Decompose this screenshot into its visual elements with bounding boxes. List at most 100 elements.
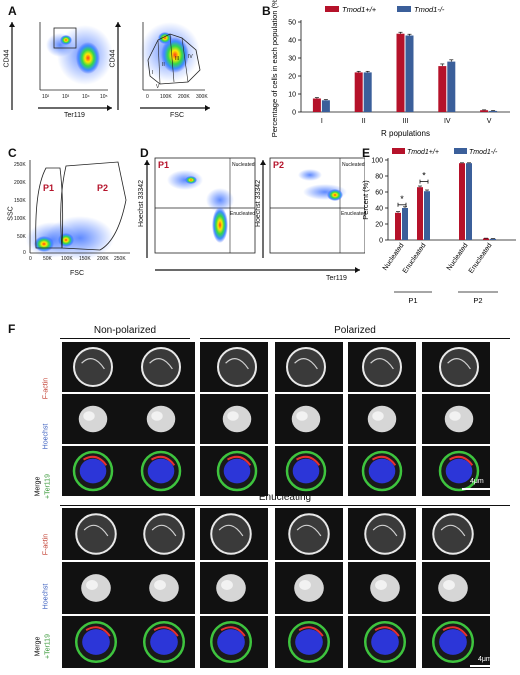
merge-actin (151, 455, 176, 466)
panel-label-f: F (8, 322, 16, 336)
b-bar (447, 61, 456, 112)
panel-a-gate-iii: III (175, 56, 180, 62)
b-bar (480, 110, 489, 112)
panel-c-ytick-4: 200K (14, 180, 26, 186)
panel-a-gate-iv: IV (188, 54, 193, 60)
merge-actin (220, 626, 246, 637)
group-line-enucleating (60, 505, 510, 506)
e-category-label: Nucleated (382, 242, 406, 272)
nucleus-highlight (443, 580, 455, 590)
merge-actin (83, 455, 108, 466)
e-legend-swatch (454, 148, 467, 154)
hoechst-image (62, 562, 130, 614)
merge-nucleus (223, 458, 251, 484)
nucleus-highlight (221, 580, 233, 590)
b-ytick-label: 40 (288, 38, 296, 45)
b-bar (312, 98, 321, 112)
panel-a-fsc-tick-2: 200K (178, 94, 190, 100)
factin-filament (81, 358, 105, 370)
e-legend-swatch (392, 148, 405, 154)
merge-nucleus (150, 629, 178, 655)
factin-image (348, 508, 416, 560)
group-title-nonpolarized: Non-polarized (93, 325, 157, 336)
hoechst-image (62, 394, 130, 444)
b-category-label: II (362, 118, 366, 125)
hoechst-image (275, 394, 343, 444)
scale-label-2: 4μm (478, 656, 492, 663)
factin-cell-shape (75, 513, 117, 555)
panel-a-fsc-tick-3: 300K (196, 94, 208, 100)
merge-nucleus (217, 629, 245, 655)
nucleus-highlight (83, 411, 95, 421)
nucleus-highlight (227, 411, 239, 421)
panel-a-tick-4: 10⁵ (100, 94, 108, 100)
panel-d-xlabel: Ter119 (326, 275, 347, 282)
e-sig-star: * (400, 194, 404, 204)
panel-c-xtick-2: 100K (61, 256, 73, 262)
factin-image (127, 342, 195, 392)
panel-d-plot1-q-top: Nucleated (232, 162, 255, 168)
panel-c-ytick-0: 0 (23, 250, 26, 256)
panel-c-plot (26, 160, 130, 260)
merge-image (200, 446, 268, 496)
factin-filament (149, 358, 173, 370)
factin-filament (151, 524, 177, 537)
merge-nucleus (79, 458, 107, 484)
e-legend-label: Tmod1+/+ (407, 149, 439, 156)
factin-image (422, 342, 490, 392)
e-bar (483, 238, 489, 240)
factin-image (275, 342, 343, 392)
factin-cell-shape (210, 513, 252, 555)
panel-a-fsc-tick-1: 100K (160, 94, 172, 100)
factin-filament (294, 358, 318, 370)
group-title-polarized: Polarized (334, 325, 376, 336)
panel-c-xtick-5: 250K (114, 256, 126, 262)
e-ytick-label: 0 (379, 238, 383, 245)
hoechst-image (422, 562, 490, 614)
factin-image (275, 508, 343, 560)
factin-image (200, 342, 268, 392)
factin-cell-shape (141, 347, 181, 387)
panel-a-gate-i: I (152, 70, 154, 76)
panel-a-gate-v: V (156, 84, 160, 90)
panel-a-gate-ii: II (162, 62, 165, 68)
nucleus-highlight (449, 411, 461, 421)
hoechst-image (348, 562, 416, 614)
panel-a-plot2 (140, 22, 205, 91)
panel-c-xtick-4: 200K (97, 256, 109, 262)
panel-d-plot1-ylabel: Hoechst 33342 (138, 179, 146, 228)
panel-c-gate-p1: P1 (43, 183, 55, 193)
row-label-ter119-1: +Ter119 (44, 474, 52, 499)
b-bar (438, 66, 447, 112)
factin-image (62, 342, 130, 392)
e-bar (395, 212, 401, 240)
panel-label-a: A (8, 4, 17, 18)
panel-a-tick-2: 10³ (62, 94, 70, 100)
hoechst-image (200, 562, 268, 614)
merge-actin (449, 455, 474, 466)
b-category-label: IV (444, 118, 451, 125)
panel-a-plot1 (39, 22, 113, 91)
b-bar (321, 100, 330, 112)
e-ytick-label: 20 (375, 222, 383, 229)
hoechst-image (200, 394, 268, 444)
row-label-factin-2: F-actin (42, 533, 50, 556)
group-title-enucleating: Enucleating (258, 492, 312, 503)
nucleus-highlight (375, 580, 387, 590)
panel-label-b: B (262, 4, 271, 18)
hoechst-image (127, 394, 195, 444)
merge-image (275, 616, 343, 668)
e-ytick-label: 60 (375, 190, 383, 197)
merge-actin (85, 626, 111, 637)
e-legend-label: Tmod1-/- (469, 149, 498, 156)
panel-label-c: C (8, 146, 17, 160)
factin-image (422, 508, 490, 560)
b-bar (405, 35, 414, 112)
b-category-label: V (487, 118, 492, 125)
e-bar (490, 238, 496, 240)
e-bar (402, 208, 408, 240)
e-group-label: P2 (473, 296, 482, 305)
merge-nucleus (147, 458, 175, 484)
